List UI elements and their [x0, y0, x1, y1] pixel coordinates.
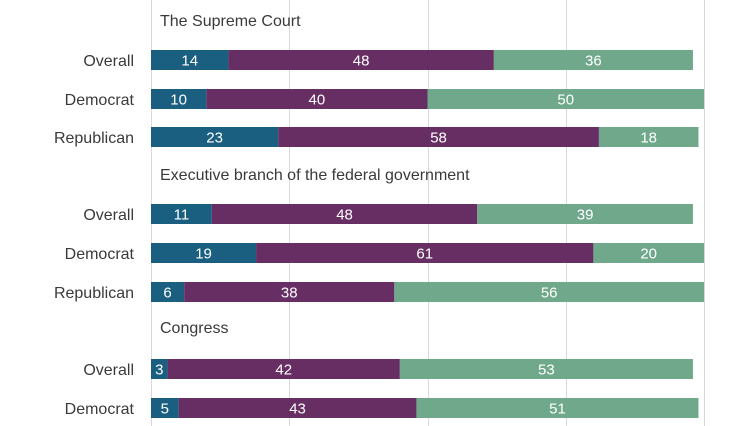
category-label: Overall	[83, 53, 134, 70]
data-label: 19	[195, 246, 212, 263]
data-label: 3	[155, 362, 163, 379]
data-label: 14	[181, 53, 198, 70]
category-label: Democrat	[65, 92, 135, 109]
data-label: 20	[640, 246, 657, 263]
data-label: 56	[541, 285, 558, 302]
bar-segment	[151, 243, 257, 263]
data-label: 48	[336, 207, 353, 224]
data-label: 48	[353, 53, 370, 70]
data-label: 5	[161, 401, 169, 418]
bar-segment	[593, 243, 704, 263]
bar-segment	[256, 243, 594, 263]
bar-segment	[427, 89, 704, 109]
data-label: 43	[289, 401, 306, 418]
group-title: Executive branch of the federal governme…	[160, 167, 470, 184]
data-label: 10	[170, 92, 187, 109]
group-title: The Supreme Court	[160, 13, 301, 30]
bar-segment	[394, 282, 704, 302]
data-label: 58	[430, 130, 447, 147]
data-label: 40	[309, 92, 326, 109]
bar-segment	[228, 50, 494, 70]
data-label: 38	[281, 285, 298, 302]
category-label: Republican	[54, 130, 134, 147]
data-label: 42	[275, 362, 292, 379]
data-label: 51	[549, 401, 566, 418]
bar-segment	[167, 359, 400, 379]
bar-segment	[278, 127, 599, 147]
bar-segment	[416, 398, 699, 418]
data-label: 6	[163, 285, 171, 302]
bar-segment	[151, 398, 179, 418]
bar-segment	[151, 204, 212, 224]
category-label: Republican	[54, 285, 134, 302]
data-label: 50	[557, 92, 574, 109]
bar-segment	[178, 398, 417, 418]
bar-segment	[477, 204, 693, 224]
data-label: 18	[640, 130, 657, 147]
bar-segment	[598, 127, 699, 147]
data-label: 11	[174, 207, 190, 224]
group-title: Congress	[160, 320, 228, 337]
category-label: Overall	[83, 362, 134, 379]
data-label: 36	[585, 53, 602, 70]
category-label: Overall	[83, 207, 134, 224]
bar-segment	[493, 50, 693, 70]
data-label: 61	[416, 246, 433, 263]
category-label: Democrat	[65, 246, 135, 263]
category-label: Democrat	[65, 401, 135, 418]
data-label: 53	[538, 362, 555, 379]
bar-segment	[151, 359, 168, 379]
data-label: 23	[206, 130, 223, 147]
bar-segment	[151, 50, 229, 70]
bar-segment	[151, 89, 207, 109]
bar-segment	[184, 282, 395, 302]
bar-segment	[151, 127, 279, 147]
bar-segment	[399, 359, 693, 379]
bar-segment	[206, 89, 428, 109]
bar-segment	[151, 282, 185, 302]
bar-segment	[211, 204, 478, 224]
data-label: 39	[577, 207, 594, 224]
